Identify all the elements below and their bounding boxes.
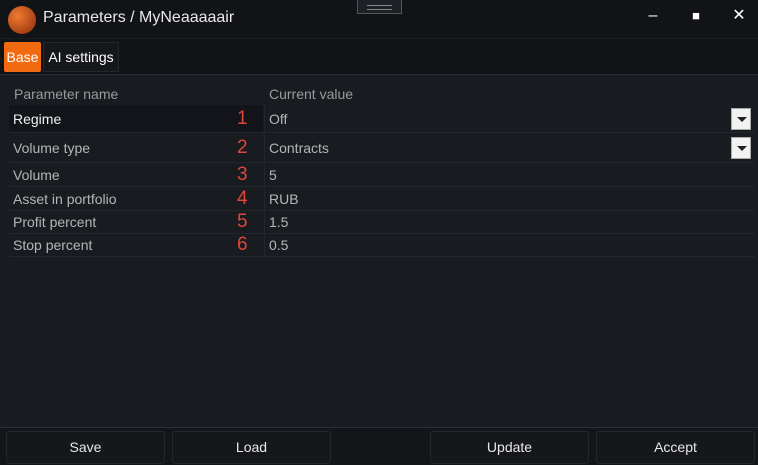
param-value: Contracts (269, 140, 329, 156)
param-name: Asset in portfolio (13, 191, 117, 207)
table-row[interactable]: Volume 3 5 (9, 164, 755, 187)
row-marker: 3 (237, 164, 248, 185)
tab-bar: Base AI settings (0, 39, 758, 75)
app-logo-icon (8, 6, 36, 34)
row-marker: 6 (237, 234, 248, 255)
param-value: Off (269, 110, 288, 127)
column-header-name: Parameter name (14, 86, 119, 102)
minimize-button[interactable]: – (648, 7, 658, 24)
column-header-value: Current value (269, 86, 354, 102)
param-value-input[interactable]: 5 (264, 164, 755, 186)
maximize-button[interactable]: ■ (692, 8, 700, 23)
save-button[interactable]: Save (6, 431, 165, 464)
row-name-cell (9, 105, 263, 132)
tab-ai-settings[interactable]: AI settings (43, 42, 119, 72)
drag-handle-icon[interactable] (357, 0, 402, 14)
row-marker: 5 (237, 211, 248, 232)
table-row[interactable]: Stop percent 6 0.5 (9, 234, 755, 257)
row-marker: 2 (237, 137, 248, 158)
param-value-input[interactable]: RUB (264, 188, 755, 210)
window-title: Parameters / MyNeaaaaair (43, 9, 235, 26)
param-name: Profit percent (13, 214, 97, 230)
param-value-select[interactable]: Contracts (264, 134, 755, 162)
accept-button[interactable]: Accept (596, 431, 755, 464)
footer-bar: Save Load Update Accept (0, 427, 758, 465)
table-row[interactable]: Volume type 2 Contracts (9, 134, 755, 163)
param-value-select[interactable]: Off (264, 105, 755, 132)
param-value-input[interactable]: 0.5 (264, 234, 755, 256)
row-marker: 1 (237, 107, 248, 129)
row-marker: 4 (237, 188, 248, 209)
update-button[interactable]: Update (430, 431, 589, 464)
table-row[interactable]: Asset in portfolio 4 RUB (9, 188, 755, 211)
chevron-down-icon[interactable] (731, 108, 751, 130)
title-bar: Parameters / MyNeaaaaair – ■ ✕ (0, 0, 758, 38)
table-row[interactable]: Regime 1 Off (9, 105, 755, 133)
close-button[interactable]: ✕ (732, 7, 746, 24)
param-name: Volume (13, 167, 60, 183)
param-name: Regime (13, 110, 62, 127)
param-name: Volume type (13, 140, 91, 156)
param-value-input[interactable]: 1.5 (264, 211, 755, 233)
chevron-down-icon[interactable] (731, 137, 751, 159)
tab-base[interactable]: Base (4, 42, 41, 72)
load-button[interactable]: Load (172, 431, 331, 464)
param-name: Stop percent (13, 237, 93, 253)
table-row[interactable]: Profit percent 5 1.5 (9, 211, 755, 234)
